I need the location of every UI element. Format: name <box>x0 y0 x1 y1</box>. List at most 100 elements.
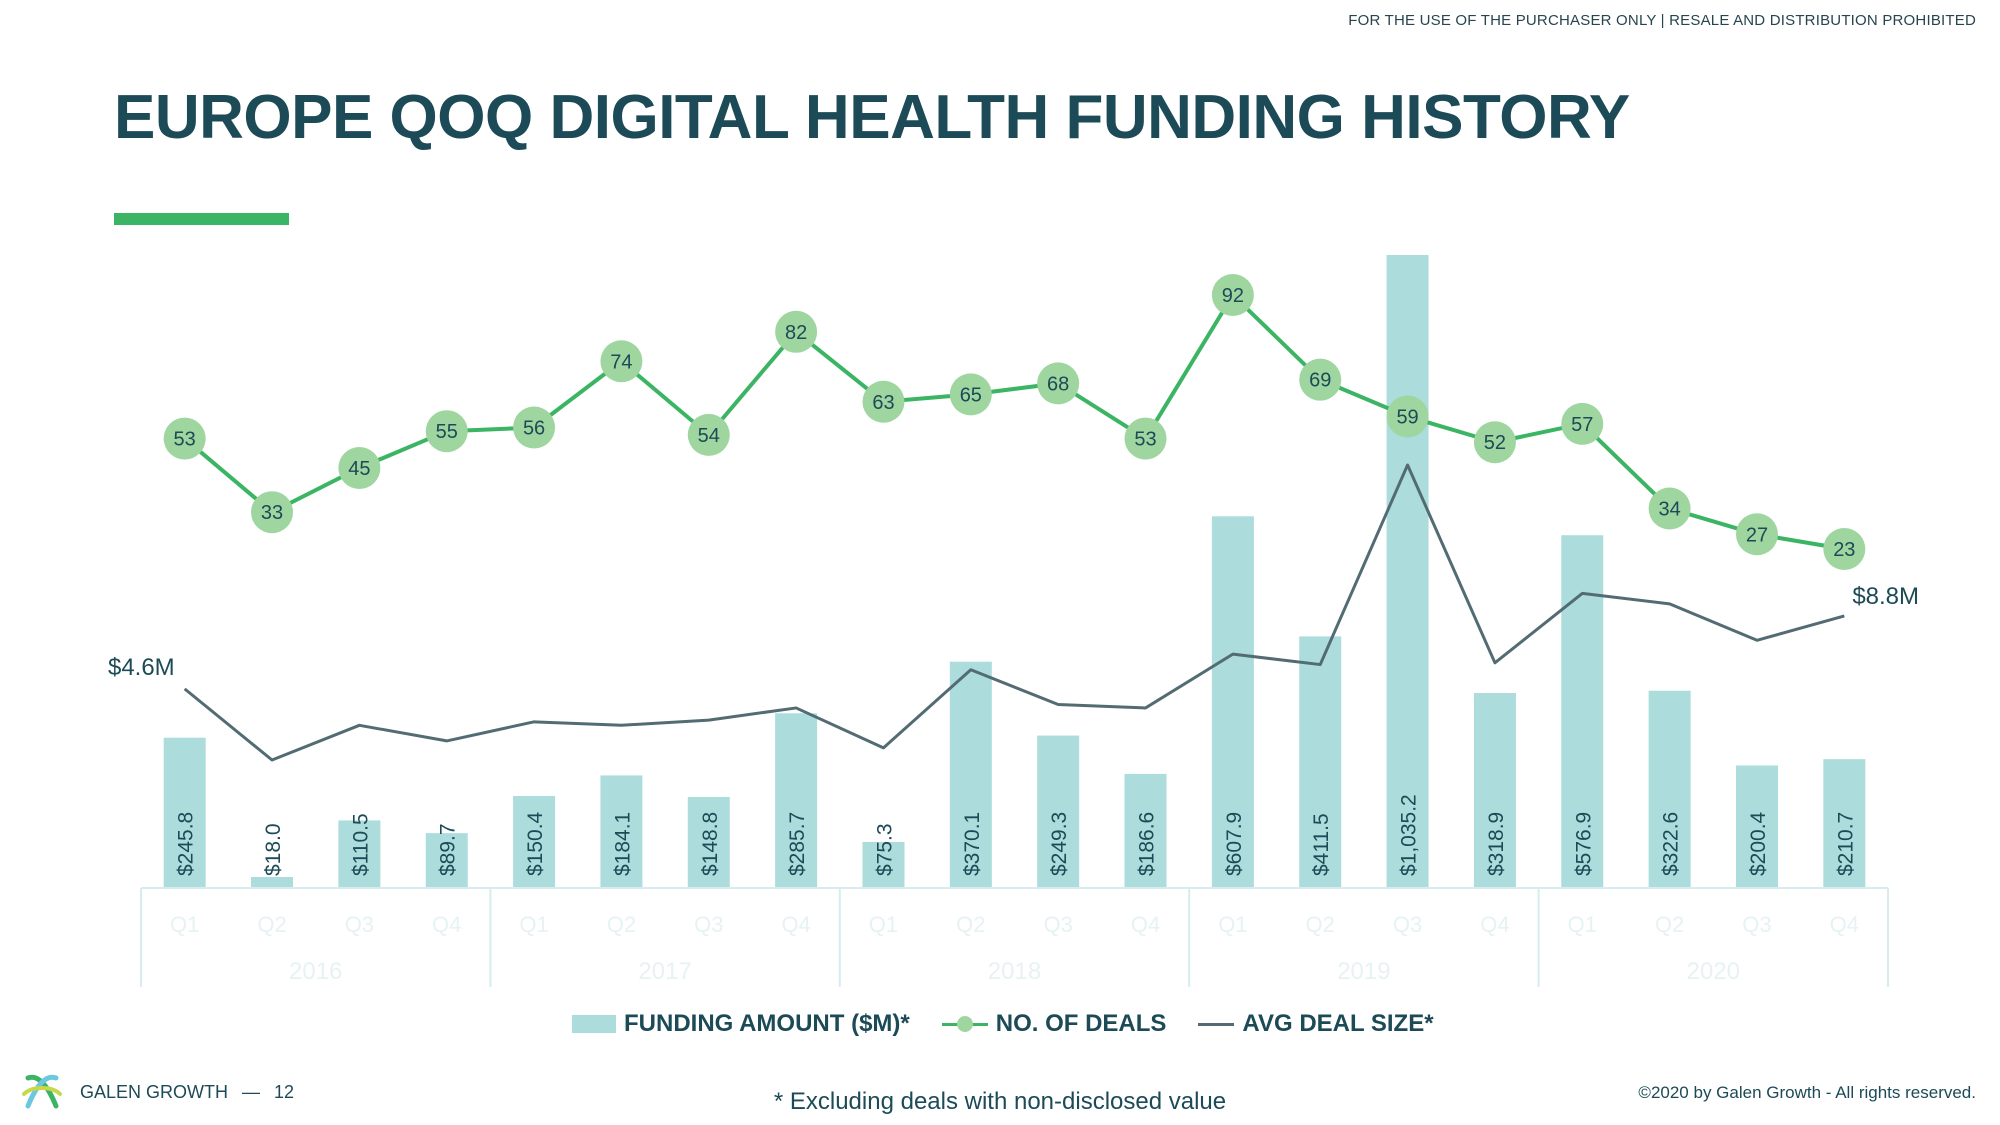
legend-item-avg: AVG DEAL SIZE* <box>1198 1010 1434 1038</box>
legend-swatch-deals <box>941 1015 988 1033</box>
title-accent-bar <box>114 213 289 225</box>
deals-value-label: 57 <box>1571 414 1593 436</box>
deals-marker <box>1561 402 1604 445</box>
page-title: EUROPE QOQ DIGITAL HEALTH FUNDING HISTOR… <box>114 83 1630 152</box>
funding-bar-label: $150.4 <box>524 811 547 876</box>
funding-bar-label: $89.7 <box>437 823 460 876</box>
deals-marker <box>513 406 556 449</box>
funding-bar-label: $245.8 <box>175 812 198 876</box>
quarter-tick-label: Q3 <box>1742 912 1771 937</box>
funding-bar-label: $249.3 <box>1048 812 1071 876</box>
funding-bar <box>338 820 381 888</box>
deals-marker <box>1735 513 1778 556</box>
deals-value-label: 52 <box>1484 432 1506 454</box>
quarter-tick-label: Q2 <box>1655 912 1684 937</box>
funding-bar <box>949 661 992 888</box>
funding-bar-label: $75.3 <box>873 823 896 876</box>
legend-label-deals: NO. OF DEALS <box>995 1010 1167 1037</box>
funding-bar <box>1211 516 1254 888</box>
funding-bar <box>251 876 294 888</box>
deals-marker <box>1037 362 1080 405</box>
deals-value-label: 59 <box>1396 406 1418 428</box>
funding-bar-label: $200.4 <box>1747 811 1770 876</box>
deals-marker <box>1386 395 1429 438</box>
legend-item-deals: NO. OF DEALS <box>941 1010 1167 1038</box>
deals-marker <box>1124 417 1167 460</box>
quarter-tick-label: Q3 <box>1043 912 1072 937</box>
quarter-tick-label: Q2 <box>607 912 636 937</box>
deals-value-label: 63 <box>872 392 894 414</box>
quarter-tick-label: Q2 <box>257 912 286 937</box>
funding-bar <box>1473 693 1516 888</box>
year-label: 2019 <box>1337 958 1390 985</box>
deals-value-label: 56 <box>523 418 545 440</box>
legend-swatch-avg <box>1198 1022 1235 1026</box>
deals-value-label: 74 <box>610 351 632 373</box>
deals-marker <box>1473 421 1516 464</box>
footer-separator: — <box>242 1081 261 1102</box>
quarter-tick-label: Q3 <box>694 912 723 937</box>
funding-bar-label: $370.1 <box>961 812 984 876</box>
footer-brand: GALEN GROWTH — 12 <box>18 1068 294 1116</box>
quarter-tick-label: Q2 <box>956 912 985 937</box>
deals-marker <box>1648 487 1691 530</box>
copyright: ©2020 by Galen Growth - All rights reser… <box>1638 1083 1976 1102</box>
avg-end-label: $8.8M <box>1852 583 1919 610</box>
funding-bar <box>1299 636 1342 888</box>
quarter-tick-label: Q3 <box>345 912 374 937</box>
page-number: 12 <box>274 1081 295 1102</box>
quarter-tick-label: Q1 <box>869 912 898 937</box>
funding-bar <box>1386 255 1429 888</box>
quarter-tick-label: Q1 <box>1218 912 1247 937</box>
deals-value-label: 68 <box>1047 373 1069 395</box>
legend-label-avg: AVG DEAL SIZE* <box>1242 1010 1434 1037</box>
deals-marker <box>949 373 992 416</box>
funding-bar-label: $576.9 <box>1572 812 1595 876</box>
deals-value-label: 92 <box>1222 285 1244 307</box>
deals-value-label: 82 <box>785 322 807 344</box>
deals-marker <box>862 380 905 423</box>
footnote: * Excluding deals with non-disclosed val… <box>773 1088 1227 1115</box>
legend-swatch-funding <box>572 1015 616 1033</box>
funding-bar <box>775 713 818 888</box>
funding-bar-label: $18.0 <box>262 823 285 876</box>
legend-label-funding: FUNDING AMOUNT ($M)* <box>624 1010 910 1037</box>
year-label: 2018 <box>988 958 1041 985</box>
quarter-tick-label: Q3 <box>1393 912 1422 937</box>
deals-marker <box>600 340 643 383</box>
funding-bar-label: $607.9 <box>1223 812 1246 876</box>
quarter-tick-label: Q1 <box>519 912 548 937</box>
chart-legend: FUNDING AMOUNT ($M)* NO. OF DEALS AVG DE… <box>572 1010 1434 1038</box>
quarter-tick-label: Q4 <box>781 912 810 937</box>
funding-bar-label: $318.9 <box>1485 812 1508 876</box>
year-label: 2017 <box>638 958 691 985</box>
funding-bar-label: $148.8 <box>699 812 722 876</box>
funding-bar <box>513 796 556 888</box>
funding-bar <box>1037 735 1080 888</box>
deals-value-label: 65 <box>960 384 982 406</box>
deals-value-label: 69 <box>1309 370 1331 392</box>
funding-bar <box>687 797 730 888</box>
funding-bar-label: $184.1 <box>611 812 634 876</box>
funding-bar <box>1735 765 1778 888</box>
funding-bar <box>1648 690 1691 888</box>
deals-marker <box>775 310 818 353</box>
year-label: 2016 <box>289 958 342 985</box>
funding-bar <box>1124 773 1167 888</box>
funding-bar-label: $110.5 <box>349 813 372 876</box>
funding-bar <box>862 841 905 888</box>
funding-bar-label: $1,035.2 <box>1398 794 1421 876</box>
funding-bar <box>1823 759 1866 888</box>
galen-growth-logo <box>22 1074 62 1109</box>
deals-marker <box>163 417 206 460</box>
year-label: 2020 <box>1687 958 1740 985</box>
deals-value-label: 27 <box>1746 524 1768 546</box>
deals-value-label: 34 <box>1659 499 1681 521</box>
deals-value-label: 23 <box>1833 539 1855 561</box>
deals-marker <box>425 410 468 453</box>
deals-marker <box>251 491 294 534</box>
deals-value-label: 54 <box>698 425 720 447</box>
deals-marker <box>1299 358 1342 401</box>
funding-bar-label: $186.6 <box>1136 812 1159 876</box>
